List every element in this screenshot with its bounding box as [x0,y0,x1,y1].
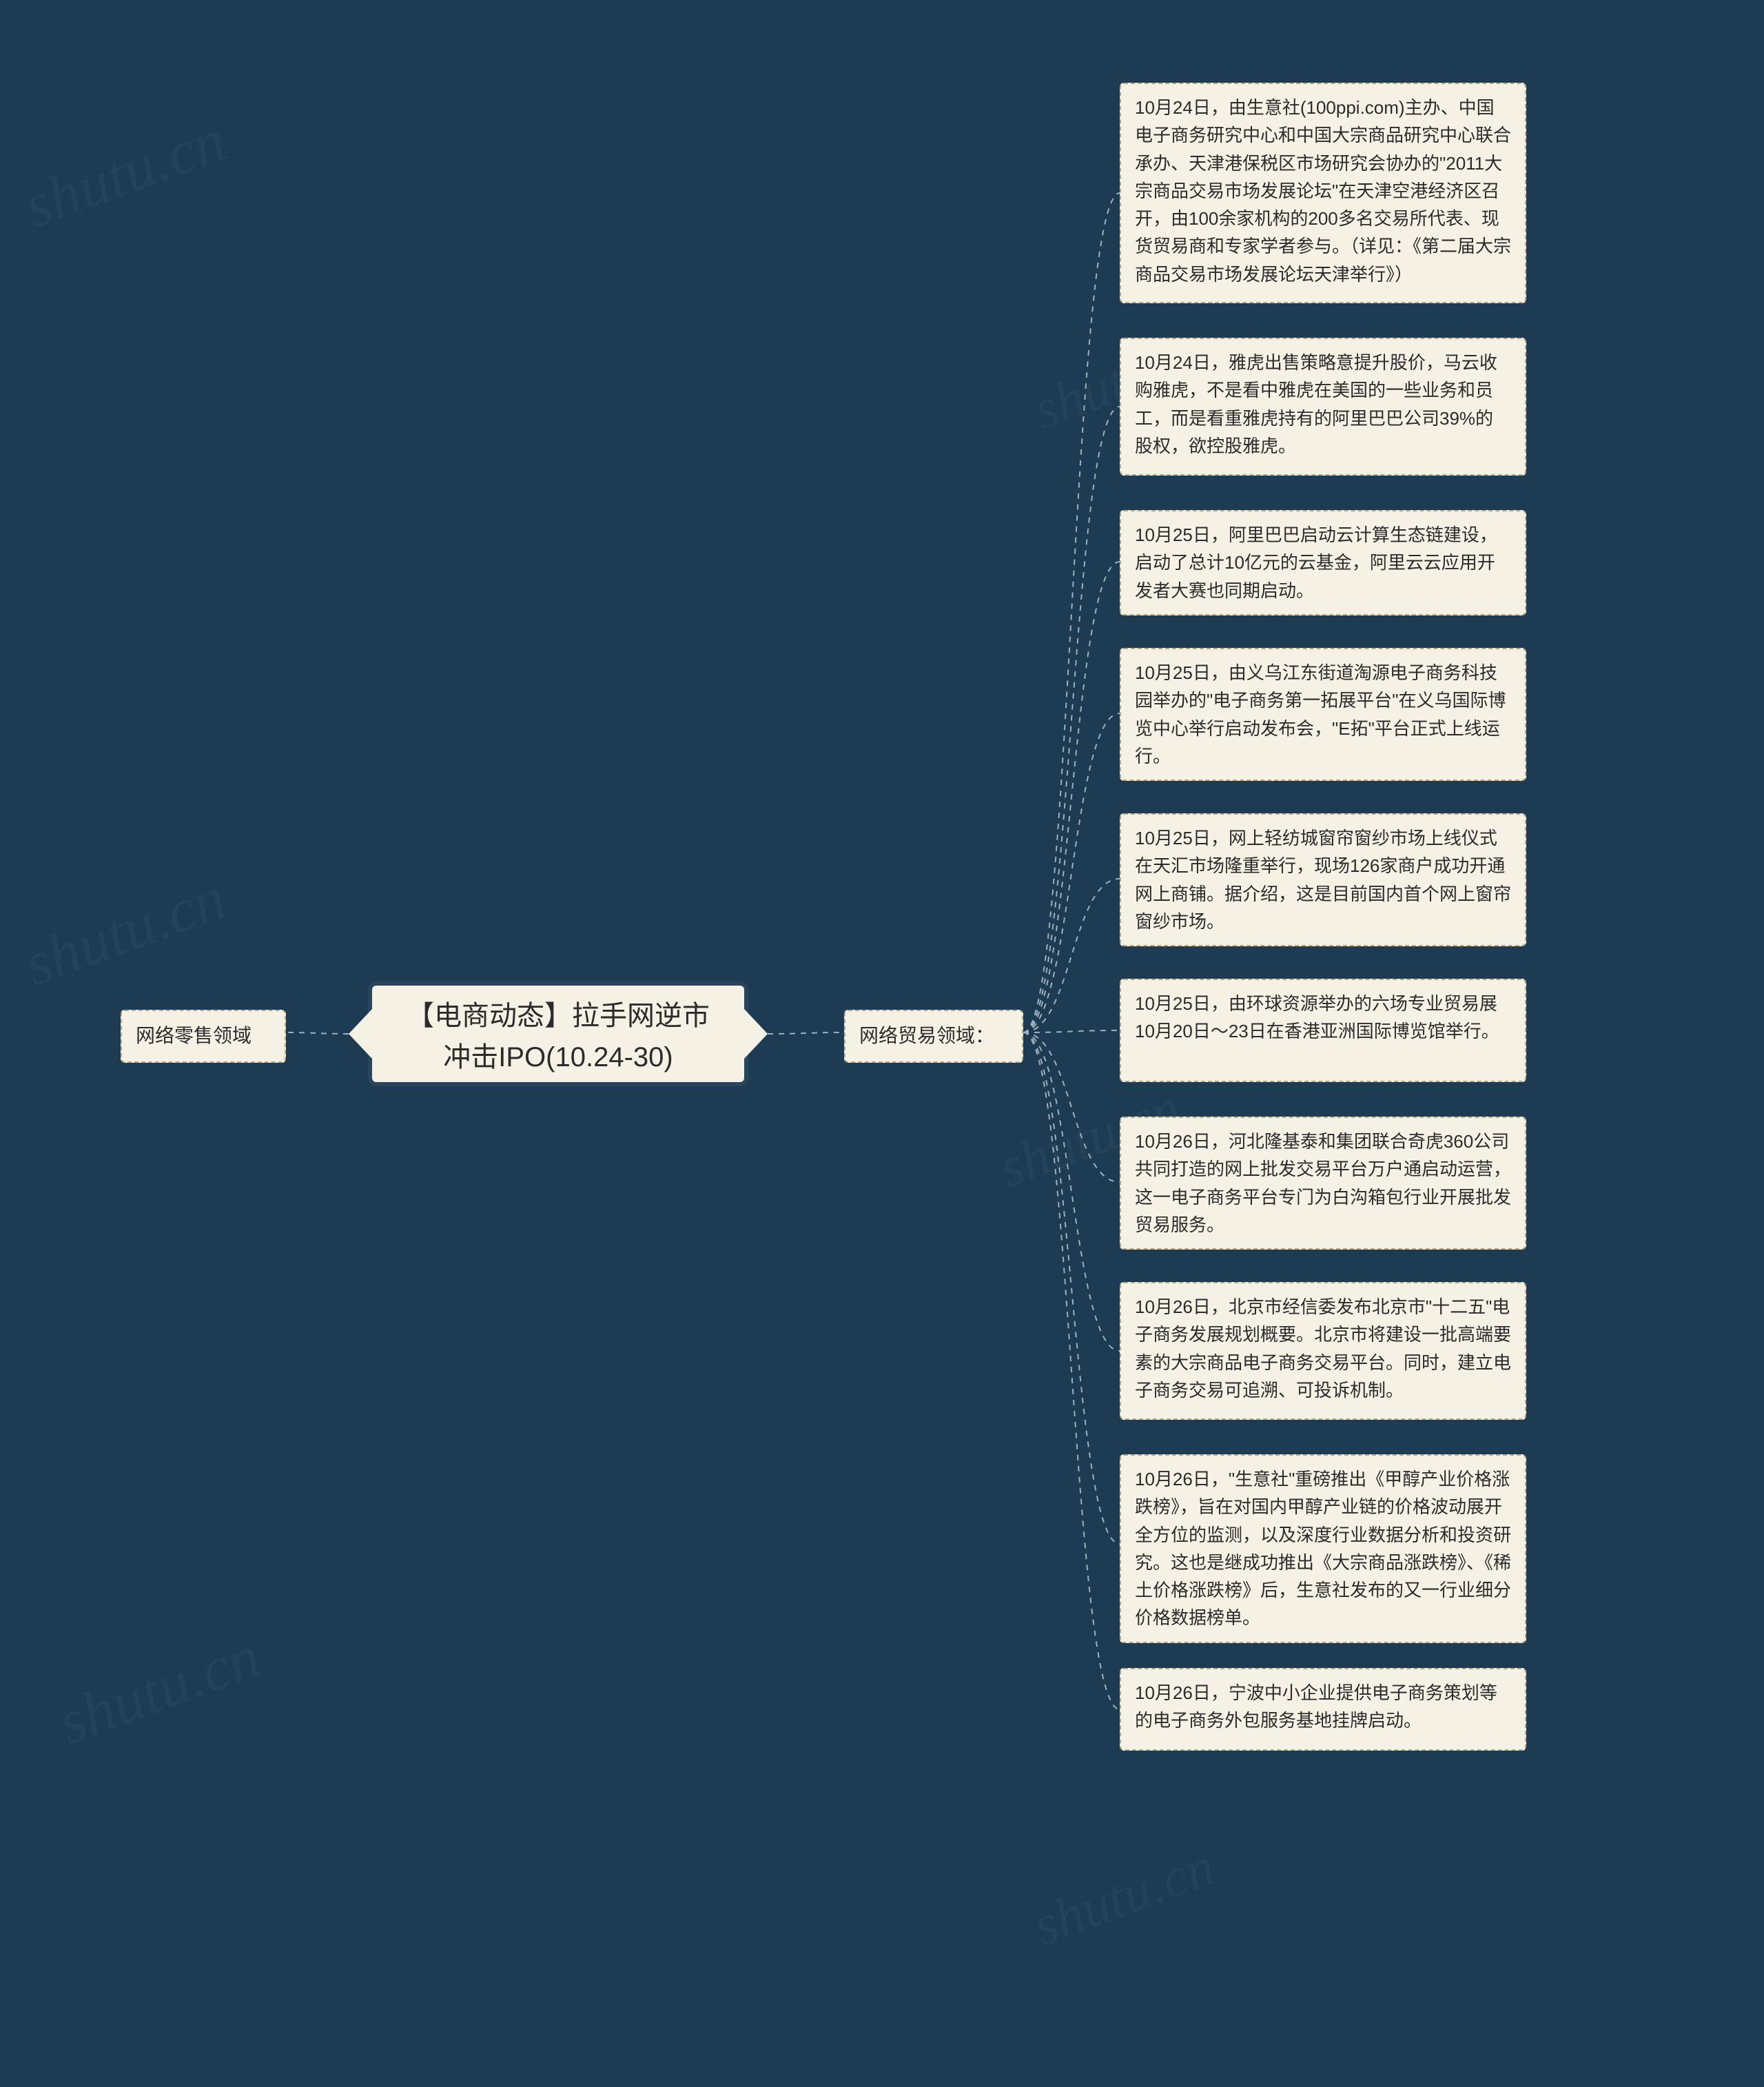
leaf-node: 10月25日，阿里巴巴启动云计算生态链建设，启动了总计10亿元的云基金，阿里云云… [1120,510,1526,615]
leaf-node: 10月26日，"生意社"重磅推出《甲醇产业价格涨跌榜》，旨在对国内甲醇产业链的价… [1120,1454,1526,1643]
leaf-node: 10月25日，由义乌江东街道淘源电子商务科技园举办的"电子商务第一拓展平台"在义… [1120,648,1526,781]
watermark-text: shutu.cn [15,104,235,242]
watermark-text: shutu.cn [50,1620,269,1758]
leaf-node: 10月24日，由生意社(100ppi.com)主办、中国电子商务研究中心和中国大… [1120,83,1526,303]
watermark-text: shutu.cn [15,862,235,1000]
leaf-node: 10月25日，网上轻纺城窗帘窗纱市场上线仪式在天汇市场隆重举行，现场126家商户… [1120,813,1526,946]
leaf-node: 10月26日，河北隆基泰和集团联合奇虎360公司共同打造的网上批发交易平台万户通… [1120,1117,1526,1250]
leaf-node: 10月26日，北京市经信委发布北京市"十二五"电子商务发展规划概要。北京市将建设… [1120,1282,1526,1420]
leaf-node: 10月24日，雅虎出售策略意提升股价，马云收购雅虎，不是看中雅虎在美国的一些业务… [1120,338,1526,476]
leaf-node: 10月26日，宁波中小企业提供电子商务策划等的电子商务外包服务基地挂牌启动。 [1120,1668,1526,1751]
root-node: 【电商动态】拉手网逆市冲击IPO(10.24-30) [372,986,744,1082]
mindmap-canvas: shutu.cn shutu.cn shutu.cn shutu.cn shut… [0,0,1764,2087]
right-branch-node: 网络贸易领域： [844,1010,1023,1063]
left-branch-node: 网络零售领域 [121,1010,286,1063]
leaf-node: 10月25日，由环球资源举办的六场专业贸易展10月20日～23日在香港亚洲国际博… [1120,979,1526,1082]
watermark-text: shutu.cn [1025,1834,1223,1958]
